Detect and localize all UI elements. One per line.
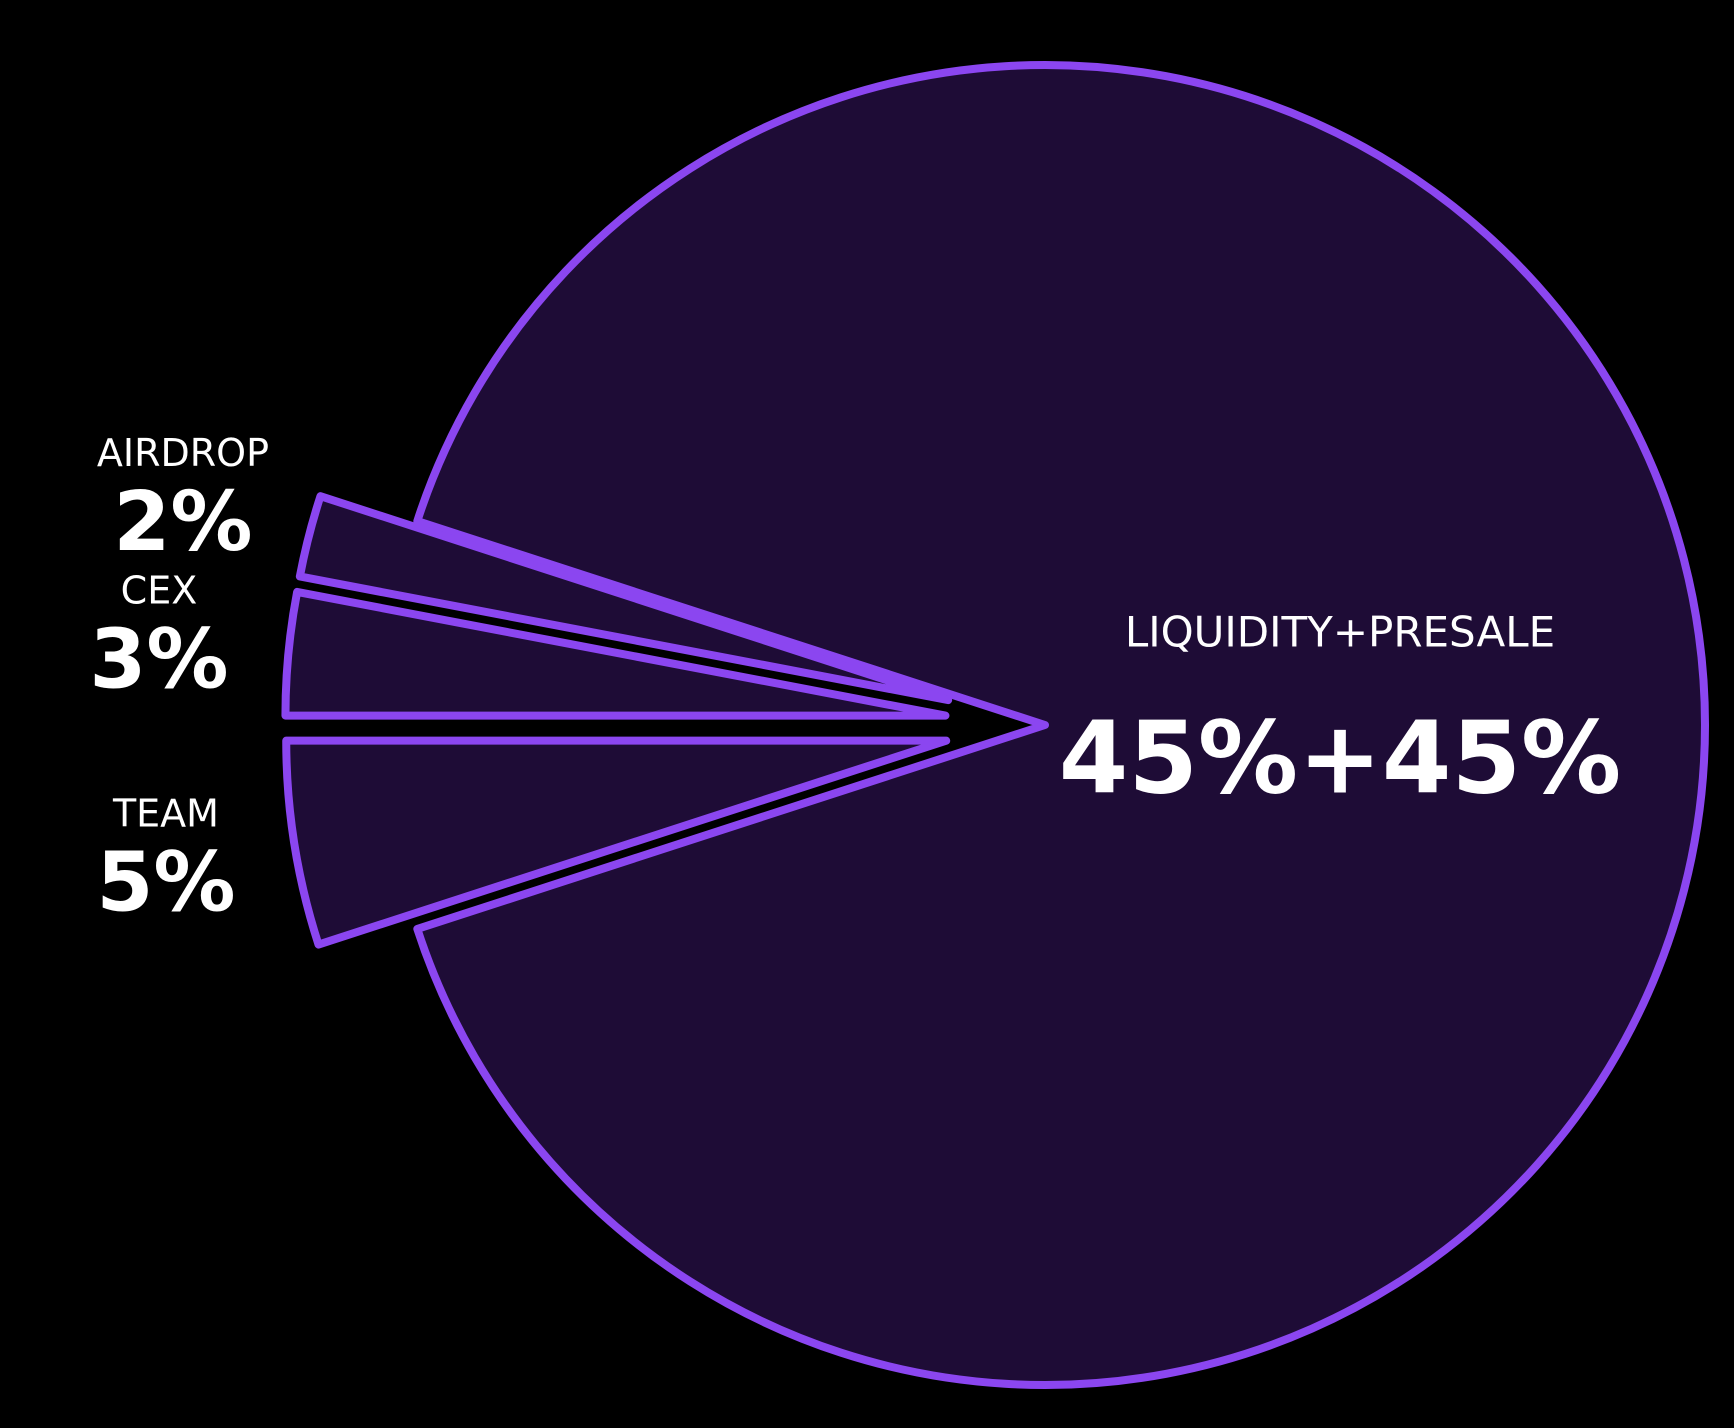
slice-value-label: 2%	[113, 475, 252, 570]
slice-value-label: 5%	[96, 836, 235, 931]
slice-label: TEAM	[112, 792, 219, 836]
slice-label: AIRDROP	[97, 431, 269, 475]
slice-value-label: 3%	[89, 613, 228, 708]
pie-slice	[413, 61, 1709, 1389]
slice-label: LIQUIDITY+PRESALE	[1125, 608, 1555, 657]
pie-slice	[282, 736, 951, 949]
slice-label: CEX	[121, 569, 198, 613]
slice-value-label: 45%+45%	[1059, 699, 1622, 816]
pie-slice	[295, 492, 953, 705]
pie-slice	[281, 587, 950, 720]
